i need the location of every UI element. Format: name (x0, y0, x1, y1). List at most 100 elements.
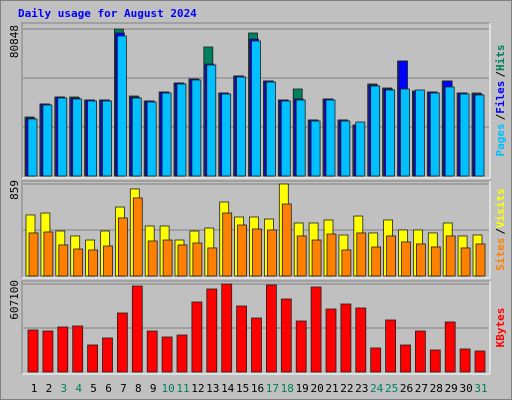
bar (326, 233, 337, 277)
bar (356, 232, 367, 277)
bar (207, 247, 218, 277)
x-tick-label: 30 (459, 382, 472, 395)
bar (102, 337, 113, 373)
legend: Sites /Visits (494, 188, 507, 271)
bar (400, 88, 410, 177)
bar (236, 305, 248, 373)
bar (192, 242, 203, 277)
x-tick-label: 25 (385, 382, 398, 395)
bar (459, 93, 470, 177)
bar (221, 283, 233, 373)
bar (310, 286, 322, 373)
bar (118, 217, 128, 277)
x-tick-label: 27 (415, 382, 428, 395)
x-tick-label: 5 (90, 382, 97, 395)
bar (341, 249, 352, 277)
x-tick-label: 1 (31, 382, 38, 395)
bar (296, 235, 307, 277)
bar (42, 104, 53, 177)
bar (355, 307, 367, 373)
bar (162, 239, 173, 277)
legend-label: Sites (494, 238, 507, 271)
bar (444, 321, 456, 373)
bar (475, 243, 486, 277)
bar (146, 101, 157, 177)
bar (414, 330, 426, 373)
x-tick-label: 10 (161, 382, 174, 395)
bar (72, 98, 83, 177)
bar (73, 248, 84, 277)
bar (221, 93, 232, 177)
bar (58, 244, 69, 277)
x-tick-label: 6 (105, 382, 112, 395)
bar (340, 120, 351, 177)
bar (42, 330, 54, 373)
bar (43, 231, 54, 277)
bar (385, 319, 397, 373)
bar (401, 241, 411, 277)
bar (429, 349, 441, 373)
bar (266, 229, 277, 277)
bar (191, 301, 203, 373)
legend-label: Visits (494, 188, 507, 228)
x-tick-label: 11 (176, 382, 189, 395)
bar (161, 92, 172, 177)
legend-label: Files (494, 81, 507, 114)
bar (474, 350, 486, 373)
bar (251, 40, 261, 177)
bar (252, 228, 262, 277)
bar (400, 344, 411, 373)
bar (325, 99, 336, 177)
bar (444, 86, 455, 177)
legend: Pages/Files/Hits (494, 45, 507, 157)
bar (131, 285, 143, 373)
bar (57, 326, 69, 373)
legend-separator: / (494, 228, 507, 235)
y-tick-label: 607100 (8, 280, 21, 320)
x-tick-label: 9 (150, 382, 157, 395)
bar (176, 83, 187, 177)
x-tick-label: 20 (310, 382, 323, 395)
bar (206, 64, 217, 177)
bar (251, 317, 262, 373)
bar (176, 334, 188, 373)
bar (371, 246, 382, 277)
bar (430, 246, 441, 277)
bar (177, 244, 188, 277)
bar (340, 303, 352, 373)
bar (280, 100, 291, 177)
legend-separator: / (494, 71, 507, 78)
bar (236, 76, 247, 177)
bar (414, 89, 425, 177)
x-tick-label: 22 (340, 382, 353, 395)
x-tick-label: 24 (370, 382, 384, 395)
bar (102, 100, 112, 177)
bar (445, 235, 456, 277)
y-tick-label: 80848 (8, 25, 21, 58)
bar (117, 312, 128, 373)
bar (206, 288, 218, 373)
bar (281, 203, 292, 277)
x-tick-label: 28 (430, 382, 443, 395)
bar (459, 348, 471, 373)
x-tick-label: 15 (236, 382, 249, 395)
x-tick-label: 14 (221, 382, 235, 395)
bar (131, 97, 142, 177)
bar (132, 197, 143, 277)
x-tick-label: 21 (325, 382, 338, 395)
x-tick-label: 17 (266, 382, 279, 395)
bar (72, 325, 84, 373)
legend-label: KBytes (494, 308, 507, 348)
x-tick-label: 3 (60, 382, 67, 395)
bar (311, 239, 322, 277)
chart-title: Daily usage for August 2024 (18, 7, 197, 20)
legend: KBytes (494, 308, 507, 348)
legend-label: Hits (494, 45, 507, 72)
x-tick-label: 2 (46, 382, 53, 395)
bar (460, 247, 471, 277)
legend-separator: / (494, 113, 507, 120)
bar (28, 232, 39, 277)
x-tick-label: 16 (251, 382, 264, 395)
bar (265, 81, 276, 177)
